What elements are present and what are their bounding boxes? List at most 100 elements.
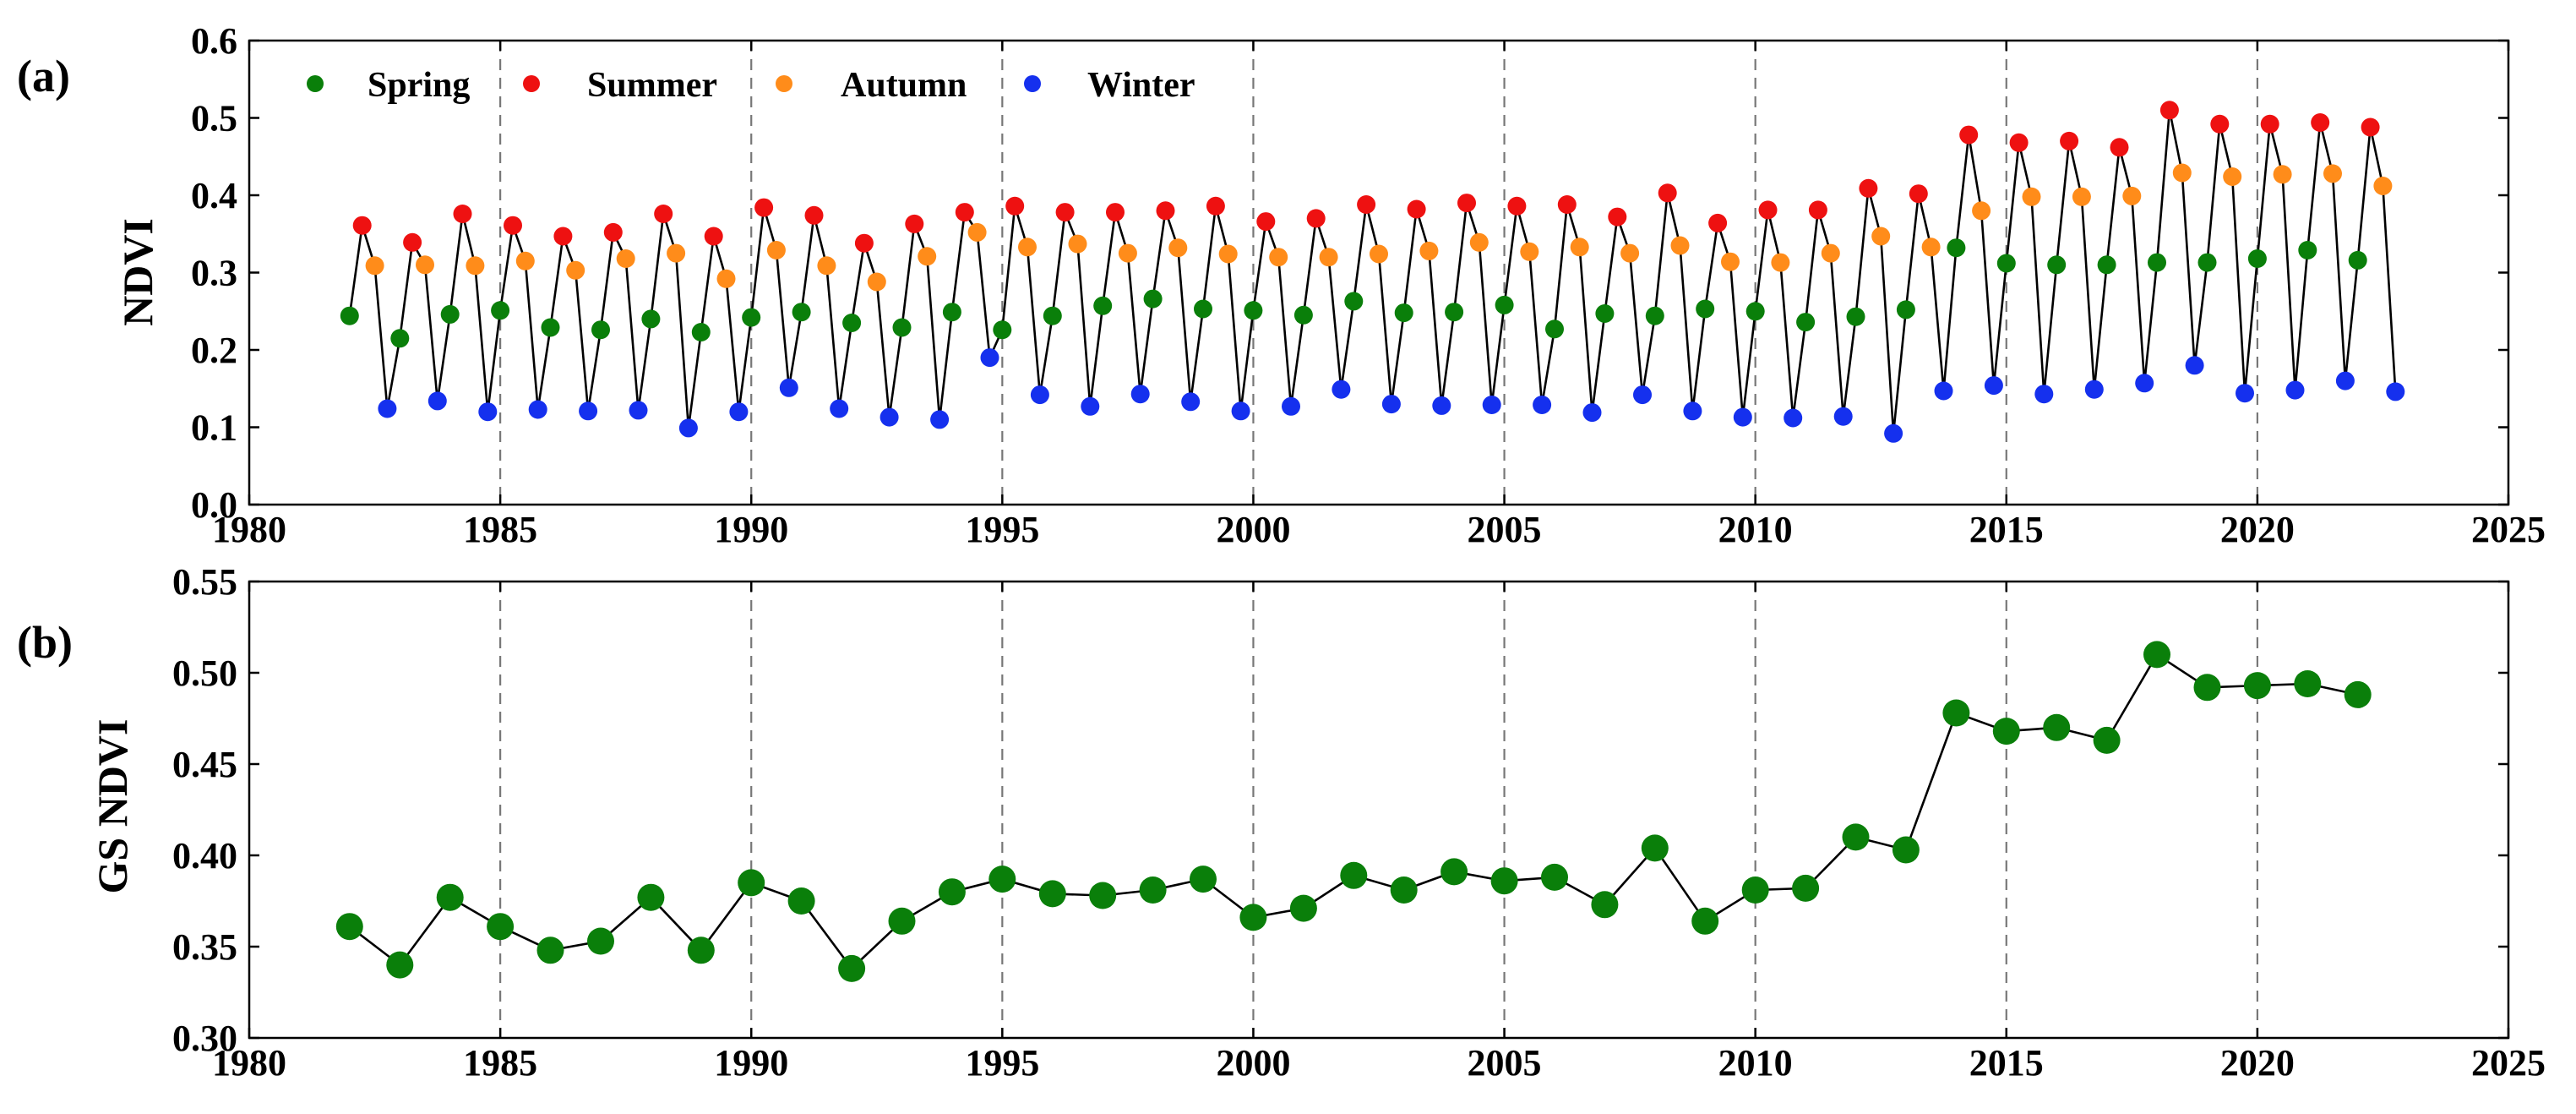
- point-winter: [2386, 382, 2405, 401]
- point-summer: [654, 205, 673, 223]
- point-autumn: [1469, 232, 1489, 252]
- point-autumn: [867, 272, 886, 292]
- point-summer: [2311, 113, 2330, 132]
- point-spring: [440, 304, 460, 324]
- a-y-tick-label: 0.4: [191, 175, 237, 216]
- point-spring: [1445, 303, 1464, 322]
- b-x-tick-label: 2000: [1216, 1042, 1290, 1084]
- panel-b-ticks: 1980 1985 1990 1995 2000 2005 2010 2015 2020 2025…: [172, 561, 2546, 1084]
- a-x-tick-label: 2000: [1216, 509, 1290, 550]
- point-winter: [478, 402, 498, 422]
- gs-ndvi-point: [1691, 907, 1719, 935]
- point-summer: [504, 216, 522, 235]
- point-summer: [553, 227, 573, 246]
- point-summer: [754, 198, 774, 217]
- b-x-tick-label: 2020: [2220, 1042, 2295, 1084]
- point-spring: [2348, 250, 2367, 270]
- point-spring: [1745, 302, 1765, 321]
- point-spring: [1696, 299, 1715, 319]
- point-spring: [1495, 295, 1514, 314]
- point-autumn: [716, 269, 736, 288]
- legend-marker-summer: [523, 75, 540, 92]
- point-winter: [678, 418, 698, 438]
- gs-ndvi-point: [738, 869, 765, 897]
- panel-a-ticks: 1980 1985 1990 1995 2000 2005 2010 2015 2020 2025…: [191, 20, 2546, 550]
- a-x-tick-label: 1990: [714, 509, 788, 550]
- point-spring: [491, 301, 510, 320]
- point-summer: [1859, 178, 1878, 198]
- gs-ndvi-point: [838, 954, 866, 982]
- b-y-tick-label: 0.40: [172, 835, 237, 876]
- legend-label-summer: Summer: [587, 66, 717, 105]
- point-autumn: [2122, 186, 2142, 205]
- point-summer: [1758, 200, 1778, 220]
- legend-marker-autumn: [776, 75, 792, 92]
- point-winter: [2084, 380, 2104, 399]
- point-spring: [1143, 289, 1163, 309]
- panel-a-label: (a): [17, 51, 70, 101]
- legend-item-spring: Spring: [307, 66, 470, 105]
- point-spring: [892, 318, 912, 337]
- point-winter: [1533, 396, 1552, 414]
- gs-ndvi-point: [536, 937, 564, 964]
- point-spring: [1344, 292, 1364, 311]
- point-summer: [1708, 213, 1728, 232]
- b-y-tick-label: 0.55: [172, 561, 237, 603]
- gs-ndvi-point: [2093, 726, 2121, 754]
- point-winter: [880, 407, 899, 427]
- a-y-tick-label: 0.0: [191, 484, 237, 526]
- point-autumn: [1370, 244, 1388, 264]
- point-autumn: [1118, 243, 1137, 263]
- point-spring: [792, 303, 811, 322]
- point-autumn: [1269, 248, 1288, 267]
- point-winter: [2335, 371, 2355, 390]
- point-summer: [1658, 183, 1677, 203]
- b-y-tick-label: 0.50: [172, 653, 237, 694]
- point-autumn: [1721, 252, 1740, 271]
- point-autumn: [967, 222, 987, 242]
- gs-ndvi-point: [436, 883, 464, 911]
- point-autumn: [1068, 234, 1087, 254]
- point-winter: [729, 402, 749, 422]
- point-spring: [942, 303, 961, 322]
- point-winter: [528, 400, 547, 419]
- point-winter: [2285, 380, 2305, 400]
- point-spring: [1796, 313, 1816, 332]
- point-summer: [1457, 194, 1476, 213]
- point-spring: [541, 318, 560, 337]
- a-y-tick-label: 0.2: [191, 330, 237, 371]
- point-spring: [1194, 299, 1212, 319]
- a-y-tick-label: 0.6: [191, 20, 237, 62]
- panel-b-points: [335, 641, 2372, 982]
- point-autumn: [766, 241, 786, 259]
- legend-item-summer: Summer: [523, 66, 717, 105]
- point-winter: [1984, 376, 2003, 396]
- a-x-tick-label: 2010: [1718, 509, 1793, 550]
- point-autumn: [1921, 238, 1941, 257]
- b-x-tick-label: 2010: [1718, 1042, 1793, 1084]
- point-summer: [2260, 114, 2279, 134]
- gs-ndvi-point: [637, 883, 665, 911]
- panel-a-frame: [248, 39, 2510, 506]
- point-spring: [1947, 238, 1966, 258]
- point-autumn: [1018, 238, 1037, 257]
- point-autumn: [1520, 242, 1539, 261]
- point-spring: [2197, 253, 2217, 272]
- point-autumn: [2223, 167, 2242, 186]
- gs-ndvi-point: [1038, 880, 1066, 908]
- point-spring: [742, 308, 761, 327]
- point-winter: [1332, 380, 1351, 399]
- point-summer: [804, 205, 824, 225]
- point-autumn: [1771, 253, 1790, 272]
- b-x-tick-label: 2005: [1468, 1042, 1542, 1084]
- point-summer: [352, 216, 372, 235]
- point-summer: [1407, 199, 1426, 219]
- point-autumn: [1319, 248, 1338, 267]
- point-autumn: [817, 256, 836, 276]
- point-autumn: [1821, 243, 1840, 263]
- point-spring: [2047, 255, 2067, 275]
- point-summer: [1005, 196, 1025, 216]
- point-winter: [980, 348, 999, 368]
- point-spring: [1595, 304, 1615, 323]
